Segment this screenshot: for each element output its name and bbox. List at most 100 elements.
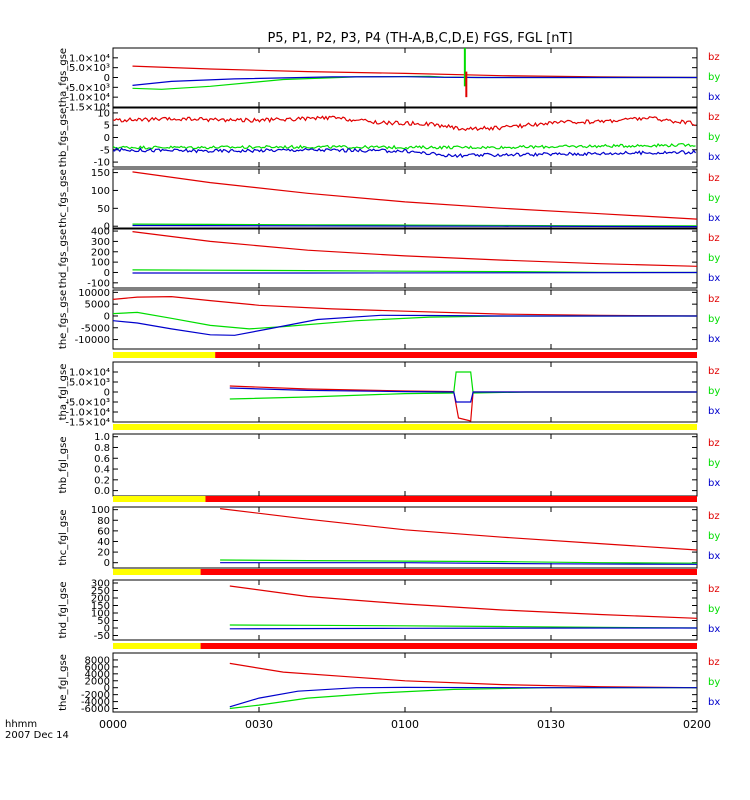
y-axis-label: thb_fgl_gse	[58, 437, 69, 494]
series-line-bx	[220, 562, 697, 565]
y-tick-label: 300	[91, 237, 110, 248]
series-group	[132, 48, 697, 98]
y-axis-label: thb_fgs_gse	[58, 108, 69, 167]
y-tick-label: -6000	[81, 704, 110, 715]
panel-tha_fgs_gse: 1.0×10⁴5.0×10³0-5.0×10³-1.0×10⁴-1.5×10⁴t…	[58, 47, 720, 114]
series-line-by	[220, 559, 697, 564]
y-axis-label: thd_fgs_gse	[58, 229, 69, 288]
y-tick-label: 0	[104, 73, 110, 84]
panel-tha_fgl_gse: 1.0×10⁴5.0×10³0-5.0×10³-1.0×10⁴-1.5×10⁴t…	[58, 361, 720, 430]
y-tick-label: -1.0×10⁴	[65, 93, 110, 104]
legend-label-by: by	[708, 531, 720, 542]
y-tick-label: 0	[104, 624, 110, 635]
y-tick-label: 0.2	[94, 475, 110, 486]
y-tick-label: 5000	[85, 300, 110, 311]
status-bar-segment-red	[200, 569, 697, 575]
y-tick-label: 0	[104, 222, 110, 233]
y-axis-label: the_fgs_gse	[58, 290, 69, 349]
y-tick-label: 40	[97, 537, 110, 548]
y-tick-label: 100	[91, 505, 110, 516]
y-tick-label: 5.0×10³	[69, 63, 110, 74]
time-axis-label-date: 2007 Dec 14	[5, 730, 69, 741]
status-bar-segment-yellow	[113, 569, 201, 575]
y-tick-label: -4000	[81, 697, 110, 708]
y-axis-label: thd_fgl_gse	[58, 582, 69, 639]
panel-frame	[112, 652, 698, 713]
y-tick-label: 20	[97, 548, 110, 559]
y-axis-label: thc_fgl_gse	[58, 509, 69, 565]
y-tick-label: 10	[97, 108, 110, 119]
series-line-bz	[113, 295, 697, 317]
y-tick-label: 80	[97, 516, 110, 527]
legend-label-bz: bz	[708, 52, 720, 63]
y-axis-label: the_fgl_gse	[58, 654, 69, 711]
y-tick-label: 50	[97, 616, 110, 627]
status-bar-segment-red	[215, 352, 697, 358]
series-group	[113, 295, 697, 336]
legend-label-bx: bx	[708, 334, 720, 345]
y-axis-label: tha_fgl_gse	[58, 364, 69, 421]
legend-label-by: by	[708, 72, 720, 83]
series-line-bz	[132, 231, 697, 267]
series-line-bx	[132, 224, 697, 228]
series-line-bx	[132, 76, 697, 86]
legend-label-bx: bx	[708, 273, 720, 284]
time-axis-label-hhmm: hhmm	[5, 719, 37, 730]
series-group	[132, 171, 697, 228]
legend-label-by: by	[708, 458, 720, 469]
y-tick-label: 0	[104, 268, 110, 279]
y-tick-label: -2000	[81, 690, 110, 701]
y-tick-label: 150	[91, 168, 110, 179]
y-axis-label: thc_fgs_gse	[58, 169, 69, 228]
y-tick-label: 250	[91, 586, 110, 597]
y-tick-label: 8000	[85, 655, 110, 666]
y-tick-label: 4000	[85, 669, 110, 680]
time-axis: 0000 0030 0100 0130 0200	[99, 718, 711, 731]
legend-label-by: by	[708, 132, 720, 143]
y-tick-label: 5	[104, 121, 110, 132]
status-bar-segment-yellow	[113, 352, 216, 358]
series-line-bz	[229, 585, 697, 619]
x-tick-label: 0000	[99, 718, 127, 731]
y-tick-label: 0.6	[94, 454, 110, 465]
legend-label-bx: bx	[708, 92, 720, 103]
series-group	[132, 231, 697, 274]
y-tick-label: -50	[94, 631, 110, 642]
series-group	[229, 585, 697, 630]
legend-label-by: by	[708, 604, 720, 615]
series-group	[220, 508, 697, 565]
panel-frame	[112, 168, 698, 229]
series-line-bx	[229, 387, 697, 403]
y-tick-label: 60	[97, 526, 110, 537]
legend-label-bz: bz	[708, 233, 720, 244]
x-tick-label: 0100	[391, 718, 419, 731]
legend-label-by: by	[708, 193, 720, 204]
y-tick-label: 6000	[85, 662, 110, 673]
legend-label-bx: bx	[708, 624, 720, 635]
y-tick-label: 200	[91, 594, 110, 605]
series-line-bx	[229, 686, 697, 708]
y-tick-label: 100	[91, 186, 110, 197]
y-tick-label: 400	[91, 227, 110, 238]
series-group	[113, 115, 696, 159]
y-tick-label: 0.0	[94, 486, 110, 497]
y-tick-label: 100	[91, 258, 110, 269]
panels-group: 1.0×10⁴5.0×10³0-5.0×10³-1.0×10⁴-1.5×10⁴t…	[58, 47, 720, 715]
series-line-bz	[132, 65, 697, 79]
y-tick-label: 300	[91, 579, 110, 590]
legend-label-bx: bx	[708, 697, 720, 708]
y-axis-label: tha_fgs_gse	[58, 48, 69, 107]
y-tick-label: -1.0×10⁴	[65, 408, 110, 419]
legend-label-bx: bx	[708, 152, 720, 163]
y-tick-label: 0	[104, 558, 110, 569]
y-tick-label: -1.5×10⁴	[65, 103, 110, 114]
y-tick-label: -5.0×10³	[65, 398, 110, 409]
panel-frame	[112, 228, 698, 289]
y-tick-label: -5	[100, 145, 110, 156]
series-line-bz	[220, 508, 697, 551]
y-tick-label: -10	[94, 158, 110, 169]
legend-label-by: by	[708, 253, 720, 264]
y-tick-label: 150	[91, 601, 110, 612]
